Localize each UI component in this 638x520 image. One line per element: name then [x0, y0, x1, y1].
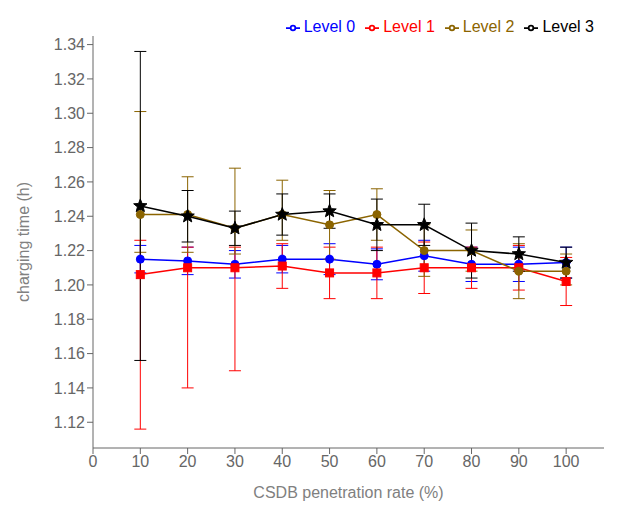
svg-text:1.16: 1.16	[54, 345, 85, 362]
svg-text:40: 40	[273, 453, 291, 470]
svg-text:charging time (h): charging time (h)	[15, 182, 32, 302]
svg-text:1.14: 1.14	[54, 380, 85, 397]
svg-text:20: 20	[179, 453, 197, 470]
svg-text:1.22: 1.22	[54, 242, 85, 259]
svg-text:CSDB penetration rate (%): CSDB penetration rate (%)	[253, 484, 443, 501]
svg-text:1.18: 1.18	[54, 311, 85, 328]
svg-text:1.26: 1.26	[54, 174, 85, 191]
svg-text:100: 100	[553, 453, 580, 470]
svg-text:90: 90	[510, 453, 528, 470]
svg-text:1.30: 1.30	[54, 105, 85, 122]
svg-text:50: 50	[321, 453, 339, 470]
svg-text:1.20: 1.20	[54, 277, 85, 294]
svg-text:1.24: 1.24	[54, 208, 85, 225]
html-text:Level 2: Level 2	[462, 18, 515, 35]
html-text:Level 3: Level 3	[542, 18, 594, 35]
svg-text:30: 30	[226, 453, 244, 470]
svg-text:1.32: 1.32	[54, 71, 85, 88]
svg-text:1.34: 1.34	[54, 36, 85, 53]
svg-text:10: 10	[131, 453, 149, 470]
svg-text:0: 0	[89, 453, 98, 470]
svg-text:1.28: 1.28	[54, 139, 85, 156]
html-text:Level 1: Level 1	[383, 18, 435, 35]
html-text:Level 0: Level 0	[303, 18, 356, 35]
svg-text:1.12: 1.12	[54, 414, 85, 431]
svg-text:60: 60	[368, 453, 386, 470]
svg-text:70: 70	[415, 453, 433, 470]
svg-text:80: 80	[463, 453, 481, 470]
